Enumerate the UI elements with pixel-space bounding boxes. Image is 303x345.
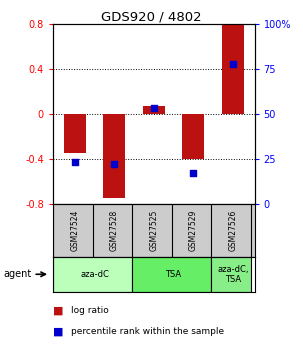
Point bbox=[191, 170, 196, 176]
Bar bbox=[53, 257, 132, 292]
Text: GSM27525: GSM27525 bbox=[149, 210, 158, 251]
Bar bbox=[132, 257, 211, 292]
Point bbox=[72, 159, 77, 165]
Text: agent: agent bbox=[3, 269, 31, 279]
Bar bbox=[103, 114, 125, 198]
Bar bbox=[64, 114, 86, 153]
Point bbox=[112, 161, 117, 167]
Point bbox=[152, 106, 156, 111]
Text: aza-dC: aza-dC bbox=[80, 270, 109, 279]
Text: TSA: TSA bbox=[165, 270, 181, 279]
Text: GSM27529: GSM27529 bbox=[189, 210, 198, 251]
Text: percentile rank within the sample: percentile rank within the sample bbox=[71, 327, 224, 336]
Text: aza-dC,
TSA: aza-dC, TSA bbox=[217, 265, 248, 284]
Text: GSM27528: GSM27528 bbox=[110, 210, 119, 251]
Text: GSM27526: GSM27526 bbox=[228, 210, 237, 251]
Text: ■: ■ bbox=[53, 306, 64, 315]
Text: GSM27524: GSM27524 bbox=[70, 210, 79, 251]
Text: GDS920 / 4802: GDS920 / 4802 bbox=[101, 10, 202, 23]
Text: log ratio: log ratio bbox=[71, 306, 109, 315]
Bar bbox=[222, 24, 244, 114]
Bar bbox=[143, 106, 165, 114]
Text: ■: ■ bbox=[53, 326, 64, 336]
Point bbox=[230, 61, 235, 66]
Bar bbox=[182, 114, 204, 159]
Bar bbox=[211, 257, 251, 292]
